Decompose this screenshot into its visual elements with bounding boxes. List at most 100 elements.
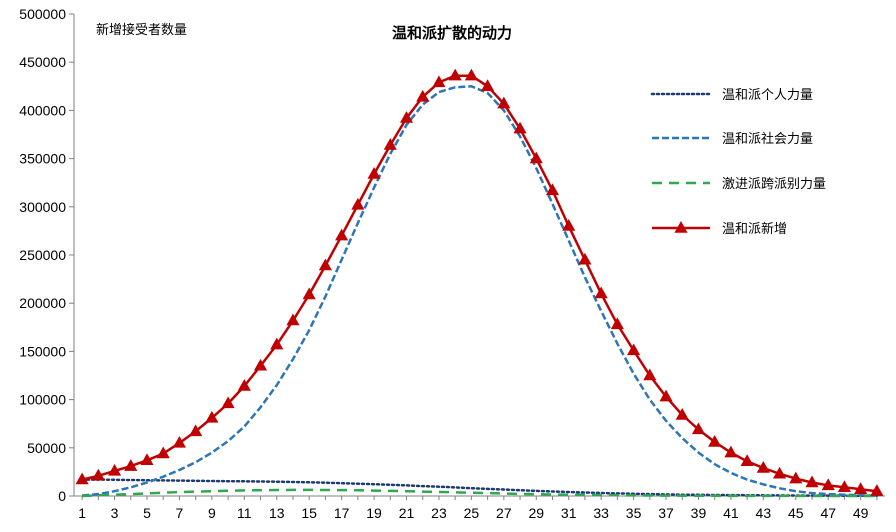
series-layer xyxy=(75,68,884,498)
data-point xyxy=(578,252,592,265)
data-point xyxy=(773,466,787,479)
data-point xyxy=(659,389,673,402)
data-point xyxy=(286,313,300,326)
x-tick-label: 41 xyxy=(723,505,739,521)
axes: 0500001000001500002000002500003000003500… xyxy=(19,6,885,521)
y-tick-label: 0 xyxy=(58,488,66,504)
data-point xyxy=(253,358,268,371)
x-tick-label: 5 xyxy=(143,505,151,521)
x-tick-label: 33 xyxy=(593,505,609,521)
data-point xyxy=(837,480,852,493)
data-point xyxy=(691,422,706,435)
x-tick-label: 15 xyxy=(301,505,317,521)
data-point xyxy=(189,424,203,437)
data-point xyxy=(351,197,365,210)
data-point xyxy=(302,287,316,300)
legend-label: 温和派个人力量 xyxy=(722,88,813,103)
data-point xyxy=(318,258,332,271)
legend-label: 温和派社会力量 xyxy=(722,131,813,147)
data-point xyxy=(481,79,495,91)
series-line xyxy=(80,478,879,498)
data-point xyxy=(172,435,186,448)
x-tick-label: 17 xyxy=(334,505,350,521)
data-point xyxy=(156,446,170,459)
data-point xyxy=(367,166,381,179)
x-tick-label: 11 xyxy=(237,505,252,521)
x-tick-label: 49 xyxy=(853,505,869,521)
x-tick-label: 13 xyxy=(269,505,285,521)
x-tick-label: 37 xyxy=(658,505,674,521)
legend-label: 温和派新增 xyxy=(722,221,787,237)
y-tick-label: 150000 xyxy=(19,343,66,359)
data-point xyxy=(562,219,576,231)
data-point xyxy=(497,96,511,109)
x-tick-label: 45 xyxy=(788,505,804,521)
y-tick-label: 300000 xyxy=(19,199,66,215)
y-tick-label: 50000 xyxy=(27,440,66,456)
x-tick-label: 43 xyxy=(756,505,772,521)
x-tick-label: 35 xyxy=(626,505,642,521)
chart-title: 温和派扩散的动力 xyxy=(392,24,512,42)
data-point xyxy=(724,445,738,458)
x-tick-label: 27 xyxy=(496,505,512,521)
data-point xyxy=(124,459,138,471)
data-point xyxy=(854,482,868,494)
x-tick-label: 1 xyxy=(78,505,86,521)
x-tick-label: 19 xyxy=(366,505,382,521)
data-point xyxy=(545,183,560,196)
data-point xyxy=(107,463,122,476)
x-tick-label: 29 xyxy=(528,505,544,521)
data-point xyxy=(870,484,884,496)
data-point xyxy=(221,396,235,409)
x-tick-label: 39 xyxy=(691,505,707,521)
data-point xyxy=(448,68,462,81)
x-tick-label: 47 xyxy=(820,505,836,521)
data-point xyxy=(140,453,154,466)
data-point xyxy=(805,475,819,488)
legend-label: 激进派跨派别力量 xyxy=(722,177,826,192)
data-point xyxy=(529,151,543,164)
data-point xyxy=(432,75,446,88)
data-point xyxy=(335,228,349,241)
data-point xyxy=(205,410,219,423)
x-tick-label: 23 xyxy=(431,505,447,521)
x-tick-label: 9 xyxy=(208,505,216,521)
data-point xyxy=(789,471,803,484)
y-tick-label: 250000 xyxy=(19,247,66,263)
data-point xyxy=(594,286,608,299)
data-point xyxy=(708,434,722,447)
y-tick-label: 400000 xyxy=(19,102,66,118)
y-axis-label: 新增接受者数量 xyxy=(96,22,187,38)
series-line xyxy=(82,488,877,498)
x-tick-label: 3 xyxy=(111,505,119,521)
y-tick-label: 350000 xyxy=(19,151,66,167)
data-point xyxy=(756,461,770,473)
data-point xyxy=(627,343,641,356)
data-point xyxy=(610,317,624,330)
series-line xyxy=(81,85,877,497)
y-tick-label: 200000 xyxy=(19,295,66,311)
x-tick-label: 7 xyxy=(176,505,184,521)
data-point xyxy=(740,454,754,466)
data-point xyxy=(75,472,89,485)
data-point xyxy=(270,337,284,350)
data-point xyxy=(464,68,478,81)
y-tick-label: 450000 xyxy=(19,54,66,70)
data-point xyxy=(91,468,105,481)
data-point xyxy=(237,379,251,391)
data-point xyxy=(383,138,397,150)
data-point xyxy=(821,478,835,491)
x-tick-label: 31 xyxy=(561,505,577,521)
data-point xyxy=(416,89,430,102)
data-point xyxy=(399,111,414,123)
data-point xyxy=(675,407,689,420)
y-tick-label: 500000 xyxy=(19,6,66,22)
legend-marker xyxy=(674,220,688,233)
data-point xyxy=(643,368,657,381)
x-tick-label: 25 xyxy=(464,505,480,521)
data-point xyxy=(513,121,527,134)
y-tick-label: 100000 xyxy=(19,392,66,408)
x-tick-label: 21 xyxy=(399,505,415,521)
